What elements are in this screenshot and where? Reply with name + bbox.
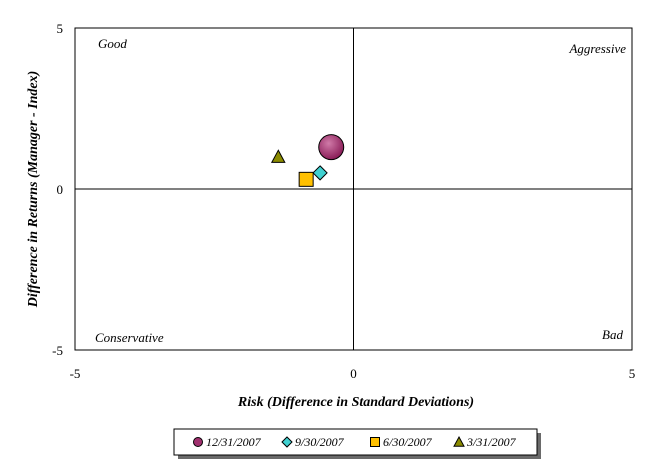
legend-marker-12-31-2007	[193, 437, 203, 447]
legend-label-12-31-2007: 12/31/2007	[206, 435, 262, 449]
quadrant-label-aggressive: Aggressive	[568, 41, 626, 56]
y-tick-label-middle: 0	[57, 182, 64, 197]
legend-marker-3-31-2007	[453, 435, 465, 447]
quadrant-label-good: Good	[98, 36, 127, 51]
x-axis-title: Risk (Difference in Standard Deviations)	[237, 395, 474, 410]
point-9-30-2007	[312, 165, 328, 181]
quadrant-label-bad: Bad	[602, 327, 623, 342]
legend-marker-6-30-2007	[370, 437, 380, 447]
legend: 12/31/2007 9/30/2007 6/30/2007 3/31/2007	[193, 435, 517, 449]
x-tick-label-left: -5	[70, 366, 81, 381]
point-6-30-2007	[298, 171, 314, 187]
point-12-31-2007	[318, 134, 345, 161]
point-3-31-2007	[270, 149, 286, 163]
x-tick-label-right: 5	[629, 366, 636, 381]
y-tick-label-bottom: -5	[52, 343, 63, 358]
y-tick-label-top: 5	[57, 21, 64, 36]
x-tick-label-middle: 0	[350, 366, 357, 381]
data-points	[270, 134, 345, 187]
y-axis-title: Difference in Returns (Manager - Index)	[26, 71, 41, 309]
legend-label-3-31-2007: 3/31/2007	[466, 435, 517, 449]
legend-label-9-30-2007: 9/30/2007	[295, 435, 345, 449]
legend-label-6-30-2007: 6/30/2007	[383, 435, 433, 449]
quadrant-label-conservative: Conservative	[95, 330, 164, 345]
legend-box	[173, 428, 538, 456]
legend-marker-9-30-2007	[281, 436, 293, 448]
